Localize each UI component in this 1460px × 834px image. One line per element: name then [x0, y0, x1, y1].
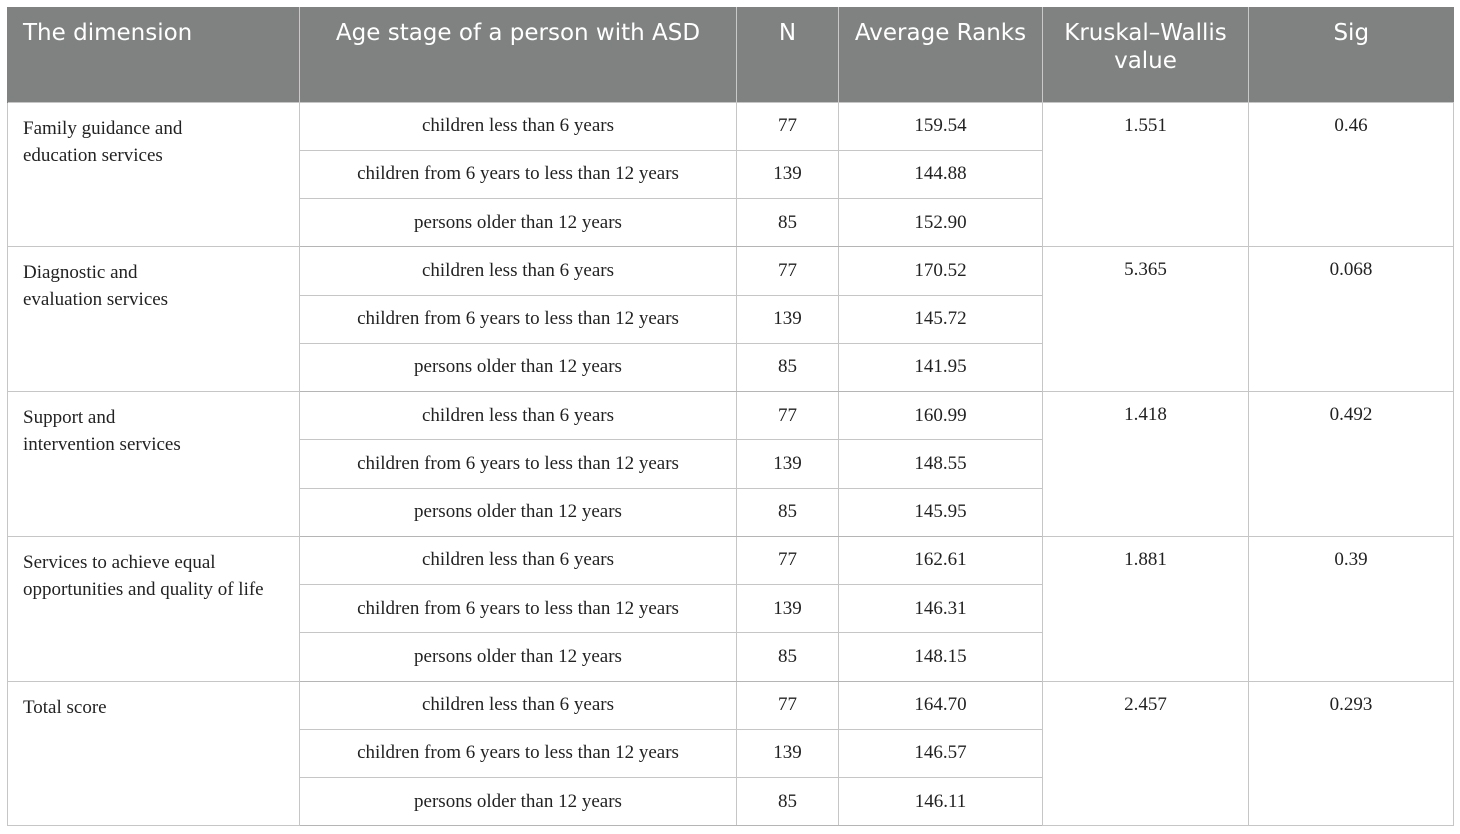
kruskal-wallis-cell: 1.551 [1042, 101, 1249, 248]
average-rank-cell: 148.15 [838, 632, 1043, 682]
age-stage-cell: children from 6 years to less than 12 ye… [299, 728, 737, 779]
dimension-cell: Services to achieve equal opportunities a… [7, 535, 300, 682]
n-cell: 85 [736, 776, 839, 827]
table-row: children from 6 years to less than 12 ye… [8, 294, 1454, 344]
age-stage-cell: persons older than 12 years [299, 342, 737, 393]
average-rank-cell: 145.95 [838, 487, 1043, 537]
header-dimension: The dimension [7, 7, 300, 102]
dimension-line: Total score [23, 696, 107, 718]
dimension-line: Services to achieve equal [23, 551, 216, 573]
table-row: Total score children less than 6 years 7… [7, 680, 1454, 827]
n-cell: 85 [736, 632, 839, 682]
n-cell: 77 [736, 390, 839, 441]
sig-cell: 0.068 [1248, 246, 1454, 392]
dimension-cell: Total score [7, 680, 300, 827]
table-row: children from 6 years to less than 12 ye… [8, 583, 1454, 634]
age-stage-cell: children from 6 years to less than 12 ye… [299, 439, 737, 489]
table-row: persons older than 12 years 85 146.11 [8, 776, 1454, 827]
table-row: persons older than 12 years 85 148.15 [8, 632, 1454, 682]
dimension-line: opportunities and quality of life [23, 578, 264, 600]
table-row: children from 6 years to less than 12 ye… [8, 149, 1454, 200]
n-cell: 139 [736, 728, 839, 779]
table-row: Family guidance and education services ch… [7, 101, 1454, 248]
sig-cell: 0.39 [1248, 535, 1454, 682]
header-n: N [736, 7, 839, 102]
kruskal-wallis-cell: 1.418 [1042, 391, 1249, 537]
kruskal-wallis-cell: 2.457 [1042, 680, 1249, 827]
age-stage-cell: children less than 6 years [299, 101, 737, 151]
dimension-line: Support and [23, 407, 116, 428]
dimension-line: Diagnostic and [23, 262, 138, 284]
sig-cell: 0.46 [1248, 101, 1454, 248]
table-row: Services to achieve equal opportunities a… [7, 535, 1454, 682]
age-stage-cell: persons older than 12 years [299, 776, 737, 827]
dimension-cell: Support and intervention services [7, 391, 300, 537]
age-stage-cell: children less than 6 years [299, 535, 737, 586]
kruskal-wallis-table: The dimension Age stage of a person with… [7, 7, 1454, 827]
table-row: children from 6 years to less than 12 ye… [8, 728, 1454, 779]
n-cell: 77 [736, 680, 839, 730]
age-stage-cell: children less than 6 years [299, 246, 737, 296]
kruskal-wallis-cell: 1.881 [1042, 535, 1249, 682]
dimension-line: evaluation services [23, 289, 169, 311]
table-row: persons older than 12 years 85 152.90 [8, 197, 1454, 248]
table-row: children from 6 years to less than 12 ye… [8, 439, 1454, 489]
age-stage-cell: children from 6 years to less than 12 ye… [299, 583, 737, 634]
average-rank-cell: 170.52 [838, 246, 1043, 296]
table-body: Family guidance and education services ch… [7, 101, 1454, 827]
header-sig: Sig [1248, 7, 1454, 102]
sig-cell: 0.293 [1248, 680, 1454, 827]
n-cell: 139 [736, 583, 839, 634]
age-stage-cell: children from 6 years to less than 12 ye… [299, 149, 737, 200]
age-stage-cell: persons older than 12 years [299, 197, 737, 248]
n-cell: 85 [736, 487, 839, 537]
average-rank-cell: 145.72 [838, 294, 1043, 344]
age-stage-cell: children less than 6 years [299, 390, 737, 441]
age-stage-cell: persons older than 12 years [299, 487, 737, 537]
average-rank-cell: 144.88 [838, 149, 1043, 200]
average-rank-cell: 148.55 [838, 439, 1043, 489]
n-cell: 139 [736, 149, 839, 200]
age-stage-cell: children from 6 years to less than 12 ye… [299, 294, 737, 344]
dimension-line: intervention services [23, 434, 181, 455]
table-row: Diagnostic and evaluation services childr… [7, 246, 1454, 392]
table-row: persons older than 12 years 85 145.95 [8, 487, 1454, 537]
n-cell: 77 [736, 246, 839, 296]
kruskal-wallis-cell: 5.365 [1042, 246, 1249, 392]
average-rank-cell: 159.54 [838, 101, 1043, 151]
table-row: Support and intervention services childre… [7, 390, 1454, 537]
header-average-ranks: Average Ranks [838, 7, 1043, 102]
average-rank-cell: 162.61 [838, 535, 1043, 586]
header-age-stage: Age stage of a person with ASD [299, 7, 737, 102]
sig-cell: 0.492 [1248, 391, 1454, 537]
dimension-line: Family guidance and [23, 117, 183, 139]
age-stage-cell: persons older than 12 years [299, 632, 737, 682]
n-cell: 85 [736, 342, 839, 393]
average-rank-cell: 141.95 [838, 342, 1043, 393]
n-cell: 139 [736, 294, 839, 344]
dimension-cell: Family guidance and education services [7, 101, 300, 248]
age-stage-cell: children less than 6 years [299, 680, 737, 730]
n-cell: 139 [736, 439, 839, 489]
n-cell: 85 [736, 197, 839, 248]
n-cell: 77 [736, 535, 839, 586]
header-row: The dimension Age stage of a person with… [7, 7, 1454, 102]
average-rank-cell: 160.99 [838, 390, 1043, 441]
n-cell: 77 [736, 101, 839, 151]
average-rank-cell: 164.70 [838, 680, 1043, 730]
dimension-line: education services [23, 144, 163, 166]
table-row: persons older than 12 years 85 141.95 [8, 342, 1454, 393]
average-rank-cell: 146.31 [838, 583, 1043, 634]
average-rank-cell: 146.57 [838, 728, 1043, 779]
average-rank-cell: 152.90 [838, 197, 1043, 248]
table-header: The dimension Age stage of a person with… [7, 7, 1454, 102]
header-kruskal-wallis-value: Kruskal–Wallis value [1042, 7, 1249, 102]
average-rank-cell: 146.11 [838, 776, 1043, 827]
dimension-cell: Diagnostic and evaluation services [7, 246, 300, 392]
